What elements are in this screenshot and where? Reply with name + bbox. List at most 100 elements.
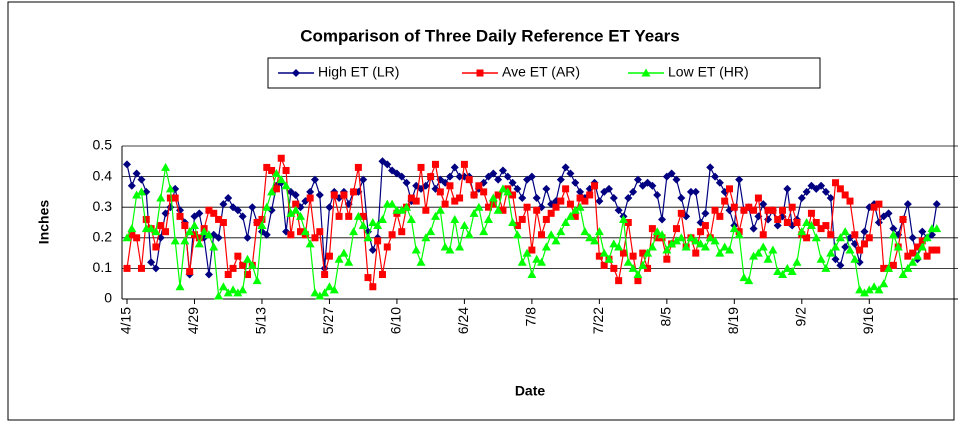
x-tick-label: 8/19	[725, 307, 741, 334]
data-point	[151, 227, 161, 236]
data-point	[566, 169, 575, 178]
data-point	[595, 252, 603, 260]
data-point	[499, 206, 507, 214]
data-point	[406, 214, 416, 223]
data-point	[802, 218, 812, 226]
data-point	[522, 248, 532, 257]
data-point	[644, 264, 652, 272]
data-point	[759, 231, 767, 239]
data-point	[734, 230, 744, 239]
data-point	[329, 285, 339, 294]
data-point	[137, 175, 146, 184]
data-point	[586, 191, 594, 199]
data-point	[787, 266, 797, 275]
data-point	[416, 257, 426, 266]
data-point	[262, 202, 272, 211]
data-point	[591, 182, 599, 190]
data-point	[840, 227, 850, 236]
data-point	[450, 214, 460, 223]
data-point	[807, 209, 815, 217]
data-point	[128, 231, 136, 239]
data-point	[904, 252, 912, 260]
data-point	[493, 205, 503, 214]
data-point	[764, 206, 772, 214]
x-tick-label: 4/29	[185, 307, 201, 334]
data-point	[841, 242, 850, 251]
data-point	[456, 194, 464, 202]
data-point	[253, 219, 261, 226]
data-point	[758, 242, 768, 251]
data-point	[870, 203, 878, 211]
data-point	[166, 194, 174, 202]
data-point	[648, 181, 657, 190]
data-point	[692, 249, 700, 257]
y-tick-label: 0.5	[93, 137, 113, 153]
legend-label: Ave ET (AR)	[502, 64, 580, 80]
data-point	[822, 222, 830, 230]
data-point	[363, 233, 373, 242]
data-point	[455, 242, 465, 251]
data-point	[306, 194, 314, 202]
data-point	[378, 271, 386, 279]
chart-title: Comparison of Three Daily Reference ET Y…	[300, 26, 680, 45]
data-point	[402, 178, 411, 187]
data-point	[561, 163, 570, 172]
data-point	[711, 206, 719, 214]
data-point	[513, 184, 522, 193]
data-point	[773, 221, 782, 230]
data-point	[518, 194, 527, 203]
data-point	[547, 209, 555, 217]
data-point	[233, 288, 243, 297]
data-point	[325, 203, 334, 212]
data-point	[218, 282, 228, 291]
data-point	[359, 212, 367, 220]
data-point	[903, 200, 912, 209]
data-point	[411, 245, 421, 254]
data-point	[880, 264, 888, 272]
data-point	[480, 188, 488, 196]
data-point	[523, 203, 531, 211]
data-point	[484, 214, 493, 223]
data-point	[451, 197, 459, 205]
data-point	[431, 160, 439, 168]
data-point	[446, 182, 454, 190]
data-point	[783, 219, 791, 226]
data-point	[248, 203, 257, 212]
data-point	[508, 178, 517, 187]
data-point	[623, 257, 633, 266]
data-point	[243, 254, 252, 263]
data-point	[383, 160, 392, 169]
data-point	[383, 243, 391, 251]
data-point	[575, 202, 585, 211]
data-point	[739, 273, 749, 282]
data-point	[821, 187, 830, 196]
data-point	[676, 233, 686, 242]
data-point	[397, 205, 407, 214]
data-point	[440, 242, 450, 251]
data-point	[768, 245, 778, 254]
data-point	[315, 291, 325, 300]
data-point	[774, 215, 782, 223]
data-point	[310, 288, 320, 297]
data-point	[817, 225, 825, 233]
data-point	[517, 257, 527, 266]
data-point	[677, 194, 686, 203]
data-point	[788, 203, 796, 211]
data-point	[464, 230, 474, 239]
data-point	[488, 193, 498, 202]
data-point	[282, 166, 290, 174]
data-point	[305, 239, 315, 248]
data-point	[571, 212, 579, 220]
data-point	[430, 211, 440, 220]
data-point	[132, 190, 142, 199]
data-point	[779, 206, 787, 214]
data-point	[672, 175, 681, 184]
data-point	[157, 222, 165, 230]
data-point	[377, 214, 387, 223]
data-point	[133, 234, 141, 242]
data-point	[711, 172, 720, 181]
data-point	[374, 237, 382, 245]
data-point	[821, 263, 831, 272]
data-point	[165, 184, 175, 193]
legend-marker	[641, 68, 651, 77]
